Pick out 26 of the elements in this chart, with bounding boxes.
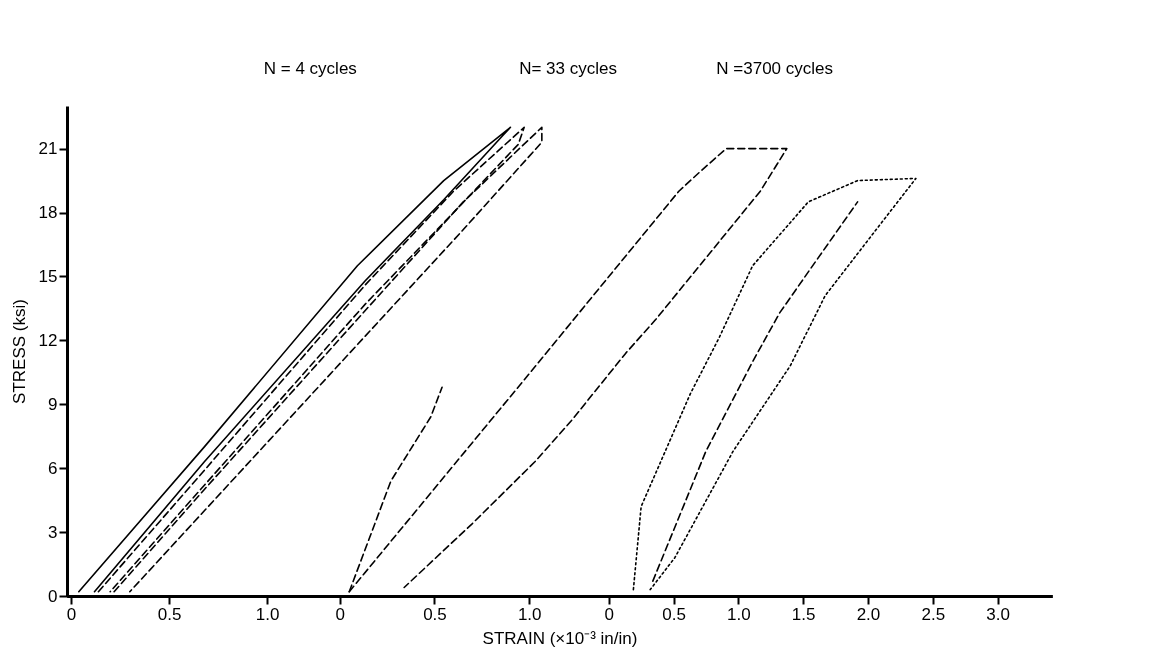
chart-title: N= 33 cycles [519,59,617,78]
y-tick-label: 0 [48,586,58,606]
x-tick-label: 0 [66,604,77,624]
y-tick-label: 6 [48,458,58,478]
y-tick-label: 21 [38,139,58,159]
x-tick-label: 0.5 [157,604,182,624]
x-tick-label: 2.5 [921,604,946,624]
x-tick-label: 1.5 [791,604,816,624]
y-axis-title: STRESS (ksi) [9,299,29,404]
x-tick-label: 0 [604,604,614,624]
x-tick-label: 1.0 [517,604,542,624]
y-tick-label: 12 [38,330,58,350]
y-tick-label: 9 [48,394,58,414]
x-tick-label: 2.0 [856,604,881,624]
chart-title: N = 4 cycles [263,59,357,78]
x-tick-label: 0.5 [662,604,686,624]
x-tick-label: 1.0 [727,604,751,624]
x-tick-label: 3.0 [986,604,1010,624]
x-tick-label: 1.0 [255,604,280,624]
y-tick-label: 18 [38,203,58,223]
x-tick-label: 0 [335,604,345,624]
chart-title: N =3700 cycles [716,59,833,78]
x-tick-label: 0.5 [423,604,447,624]
y-tick-label: 15 [38,266,58,286]
x-axis-title: STRAIN (×10⁻³ in/in) [482,628,638,648]
y-tick-label: 3 [48,522,58,542]
